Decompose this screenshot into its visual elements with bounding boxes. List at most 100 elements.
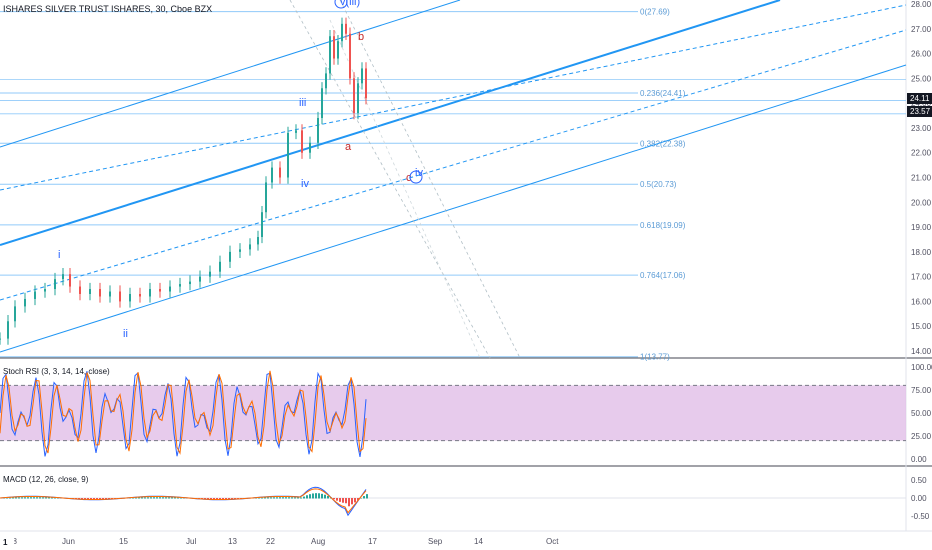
macd-histogram-bar bbox=[84, 498, 86, 500]
wave-label[interactable]: iv bbox=[301, 178, 309, 190]
macd-histogram-bar bbox=[333, 498, 335, 500]
candle-body bbox=[99, 289, 101, 297]
candle-body bbox=[365, 68, 367, 99]
candle-body bbox=[189, 281, 191, 285]
candle-body bbox=[219, 261, 221, 272]
macd-histogram-bar bbox=[9, 497, 11, 499]
price-tick-label: 14.00 bbox=[911, 347, 932, 356]
price-pane[interactable]: 0(27.69) 0.236(24.41) 0.382(22.38) 0.5(20.7… bbox=[0, 0, 907, 362]
macd-histogram-bar bbox=[99, 498, 101, 500]
candle-body bbox=[345, 23, 347, 34]
candle-body bbox=[325, 73, 327, 89]
wave-label[interactable]: i bbox=[58, 249, 60, 261]
macd-histogram-bar bbox=[33, 497, 35, 499]
fib-level-label: 0.764(17.06) bbox=[640, 271, 686, 280]
wave-label[interactable]: c bbox=[406, 172, 412, 184]
time-tick-label: 17 bbox=[368, 537, 377, 546]
price-tick-label: 18.00 bbox=[911, 248, 932, 257]
macd-histogram-bar bbox=[222, 498, 224, 500]
macd-histogram-bar bbox=[159, 497, 161, 499]
macd-histogram-bar bbox=[102, 498, 104, 500]
macd-histogram-bar bbox=[45, 497, 47, 499]
candle-body bbox=[337, 41, 339, 59]
tradingview-logo[interactable]: 1 bbox=[0, 535, 14, 549]
channel-line[interactable] bbox=[0, 0, 461, 148]
macd-tick-label: -0.50 bbox=[911, 512, 930, 521]
macd-signal-line bbox=[0, 488, 367, 514]
macd-histogram-bar bbox=[78, 498, 80, 500]
time-tick-label: 15 bbox=[119, 537, 128, 546]
svg-text:23.57: 23.57 bbox=[910, 107, 931, 116]
candle-body bbox=[361, 68, 363, 84]
macd-histogram-bar bbox=[228, 498, 230, 500]
macd-histogram-bar bbox=[54, 497, 56, 499]
stoch-axis: 100.00 75.00 50.00 25.00 0.00 bbox=[911, 363, 932, 464]
macd-histogram-bar bbox=[132, 497, 134, 499]
stoch-tick-label: 100.00 bbox=[911, 363, 932, 372]
channel-line[interactable] bbox=[0, 29, 907, 301]
wave-label[interactable]: iv bbox=[415, 167, 423, 179]
macd-histogram-bar bbox=[348, 498, 350, 507]
channel-line[interactable] bbox=[0, 0, 781, 246]
price-tick-label: 21.00 bbox=[911, 174, 932, 183]
price-tick-label: 28.00 bbox=[911, 0, 932, 9]
macd-histogram-bar bbox=[234, 498, 236, 500]
macd-histogram-bar bbox=[153, 497, 155, 499]
fan-line[interactable] bbox=[339, 0, 521, 359]
macd-histogram-bar bbox=[180, 497, 182, 499]
fan-line[interactable] bbox=[289, 0, 491, 359]
time-tick-label: Jun bbox=[62, 537, 75, 546]
candle-body bbox=[249, 244, 251, 250]
fan-line[interactable] bbox=[329, 19, 481, 359]
price-tick-label: 23.00 bbox=[911, 124, 932, 133]
macd-histogram-bar bbox=[18, 497, 20, 499]
candle-body bbox=[119, 291, 121, 302]
price-tick-label: 17.00 bbox=[911, 273, 932, 282]
macd-histogram-bar bbox=[270, 497, 272, 499]
stoch-rsi-pane[interactable] bbox=[0, 370, 906, 458]
channel-line[interactable] bbox=[0, 4, 907, 191]
macd-histogram-bar bbox=[213, 498, 215, 500]
time-tick-label: 22 bbox=[266, 537, 275, 546]
candle-body bbox=[199, 276, 201, 282]
price-tick-label: 25.00 bbox=[911, 74, 932, 83]
macd-histogram-bar bbox=[306, 495, 308, 499]
wave-label[interactable]: a bbox=[345, 141, 352, 153]
macd-histogram-bar bbox=[24, 497, 26, 499]
candle-body bbox=[69, 274, 71, 287]
candle-body bbox=[179, 284, 181, 287]
macd-histogram-bar bbox=[345, 498, 347, 504]
candle-body bbox=[14, 306, 16, 322]
price-tick-label: 22.00 bbox=[911, 149, 932, 158]
macd-histogram-bar bbox=[324, 494, 326, 499]
stoch-tick-label: 0.00 bbox=[911, 455, 927, 464]
candle-body bbox=[239, 249, 241, 252]
channel-line[interactable] bbox=[0, 64, 907, 353]
wave-label[interactable]: b bbox=[358, 31, 364, 43]
candle-body bbox=[257, 236, 259, 245]
macd-histogram-bar bbox=[210, 498, 212, 500]
macd-histogram-bar bbox=[168, 497, 170, 499]
price-tick-label: 27.00 bbox=[911, 25, 932, 34]
macd-histogram-bar bbox=[150, 497, 152, 499]
macd-histogram-bar bbox=[327, 495, 329, 499]
macd-histogram-bar bbox=[315, 493, 317, 499]
wave-label[interactable]: iii bbox=[299, 97, 306, 109]
chart-title: ISHARES SILVER TRUST ISHARES, 30, Cboe B… bbox=[3, 4, 212, 14]
wave-label[interactable]: v(iii) bbox=[340, 0, 360, 8]
price-axis[interactable]: 28.0027.0026.0025.0024.0023.0022.0021.00… bbox=[911, 0, 932, 356]
macd-histogram-bar bbox=[165, 497, 167, 499]
candle-body bbox=[295, 130, 297, 133]
macd-tick-label: 0.00 bbox=[911, 494, 927, 503]
wave-label[interactable]: ii bbox=[123, 328, 128, 340]
macd-histogram-bar bbox=[108, 498, 110, 500]
candle-body bbox=[149, 289, 151, 297]
macd-axis: 0.50 0.00 -0.50 bbox=[911, 476, 930, 521]
time-tick-label: Aug bbox=[311, 537, 325, 546]
candle-body bbox=[329, 36, 331, 74]
macd-pane[interactable] bbox=[0, 486, 906, 517]
macd-histogram-bar bbox=[300, 497, 302, 499]
last-price-badge: 24.11 bbox=[907, 93, 932, 104]
candle-body bbox=[24, 298, 26, 307]
